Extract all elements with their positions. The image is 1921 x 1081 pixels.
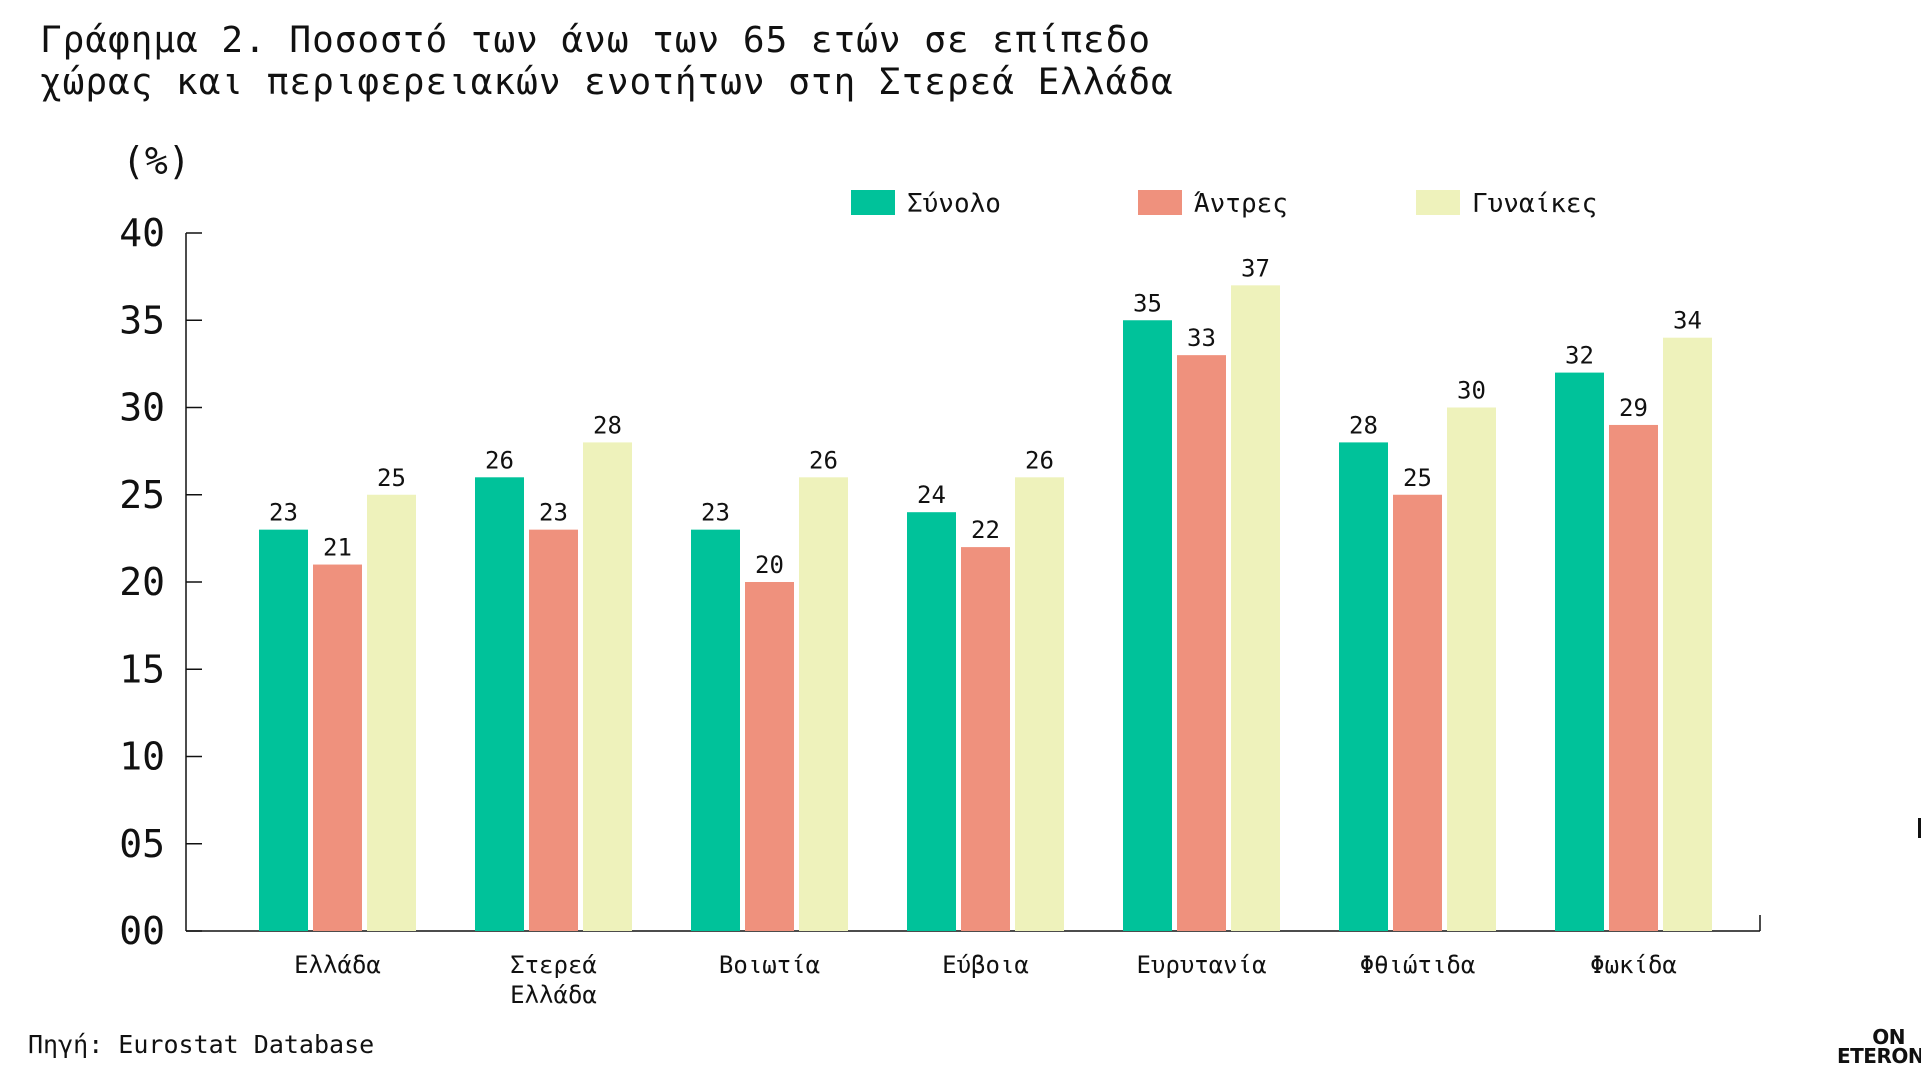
data-labels: 23 21 25 26 23 28 23 20 26 24 22 26 35 33 37 28 25 30 32 29… <box>269 254 1702 579</box>
y-tick-label: 15 <box>119 647 165 691</box>
bar-value-label: 21 <box>323 534 352 562</box>
y-tick-label: 40 <box>119 211 165 255</box>
y-tick-label: 35 <box>119 298 165 342</box>
legend: Σύνολο Άντρες Γυναίκες <box>851 189 1597 219</box>
bar-value-label: 28 <box>593 411 622 439</box>
bar <box>583 442 632 931</box>
edge-mark <box>1918 818 1921 838</box>
bar <box>691 529 740 931</box>
bar-value-label: 25 <box>377 464 406 492</box>
bar <box>799 477 848 931</box>
bar <box>1393 494 1442 931</box>
bar <box>529 529 578 931</box>
chart-title-line-1: Γράφημα 2. Ποσοστό των άνω των 65 ετών σ… <box>40 20 1152 61</box>
chart-title-line-2: χώρας και περιφερειακών ενοτήτων στη Στε… <box>40 62 1174 103</box>
bar-value-label: 26 <box>809 446 838 474</box>
bar <box>1123 320 1172 931</box>
bar-value-label: 33 <box>1187 324 1216 352</box>
y-tick-label: 25 <box>119 473 165 517</box>
bar-value-label: 24 <box>917 481 946 509</box>
category-label: Φωκίδα <box>1590 951 1677 979</box>
bar-value-label: 23 <box>539 499 568 527</box>
y-tick-label: 05 <box>119 822 165 866</box>
legend-label: Γυναίκες <box>1472 189 1597 219</box>
bar-value-label: 35 <box>1133 289 1162 317</box>
eteron-logo: ON ETERON <box>1837 1025 1921 1068</box>
bar <box>1015 477 1064 931</box>
bar <box>745 582 794 931</box>
bar-value-label: 28 <box>1349 411 1378 439</box>
bar-value-label: 26 <box>485 446 514 474</box>
bar <box>1177 355 1226 931</box>
y-tick-label: 20 <box>119 560 165 604</box>
bar <box>907 512 956 931</box>
bar-value-label: 20 <box>755 551 784 579</box>
category-label: Ευρυτανία <box>1136 951 1266 979</box>
logo-text-top: ON <box>1872 1025 1905 1049</box>
bar-value-label: 34 <box>1673 307 1702 335</box>
category-label: Ελλάδα <box>510 981 597 1009</box>
legend-swatch <box>851 190 895 215</box>
y-tick-label: 30 <box>119 386 165 430</box>
bar-value-label: 22 <box>971 516 1000 544</box>
legend-swatch <box>1138 190 1182 215</box>
bar-value-label: 23 <box>701 499 730 527</box>
bar-value-label: 25 <box>1403 464 1432 492</box>
bar <box>1555 372 1604 932</box>
category-label: Ελλάδα <box>294 951 381 979</box>
logo-text-bottom: ETERON <box>1837 1044 1921 1068</box>
bar <box>259 529 308 931</box>
bar-value-label: 26 <box>1025 446 1054 474</box>
bar-value-label: 32 <box>1565 342 1594 370</box>
bar <box>475 477 524 931</box>
y-unit-label: (%) <box>122 139 191 183</box>
bar <box>961 547 1010 931</box>
bar <box>313 564 362 931</box>
bar <box>1447 407 1496 931</box>
category-label: Φθιώτιδα <box>1360 951 1476 979</box>
y-tick-label: 00 <box>119 909 165 953</box>
legend-label: Άντρες <box>1194 189 1288 219</box>
bar <box>1231 285 1280 932</box>
legend-label: Σύνολο <box>907 189 1001 219</box>
bars <box>259 285 1712 932</box>
bar-value-label: 29 <box>1619 394 1648 422</box>
bar-value-label: 23 <box>269 499 298 527</box>
bar <box>1339 442 1388 931</box>
bar <box>1609 424 1658 931</box>
category-label: Εύβοια <box>942 951 1029 979</box>
legend-swatch <box>1416 190 1460 215</box>
category-label: Βοιωτία <box>719 951 820 979</box>
source-note: Πηγή: Eurostat Database <box>28 1030 375 1059</box>
y-tick-label: 10 <box>119 735 165 779</box>
bar-value-label: 37 <box>1241 254 1270 282</box>
bar-value-label: 30 <box>1457 377 1486 405</box>
category-label: Στερεά <box>510 951 597 979</box>
bar <box>1663 337 1712 931</box>
bar <box>367 494 416 931</box>
